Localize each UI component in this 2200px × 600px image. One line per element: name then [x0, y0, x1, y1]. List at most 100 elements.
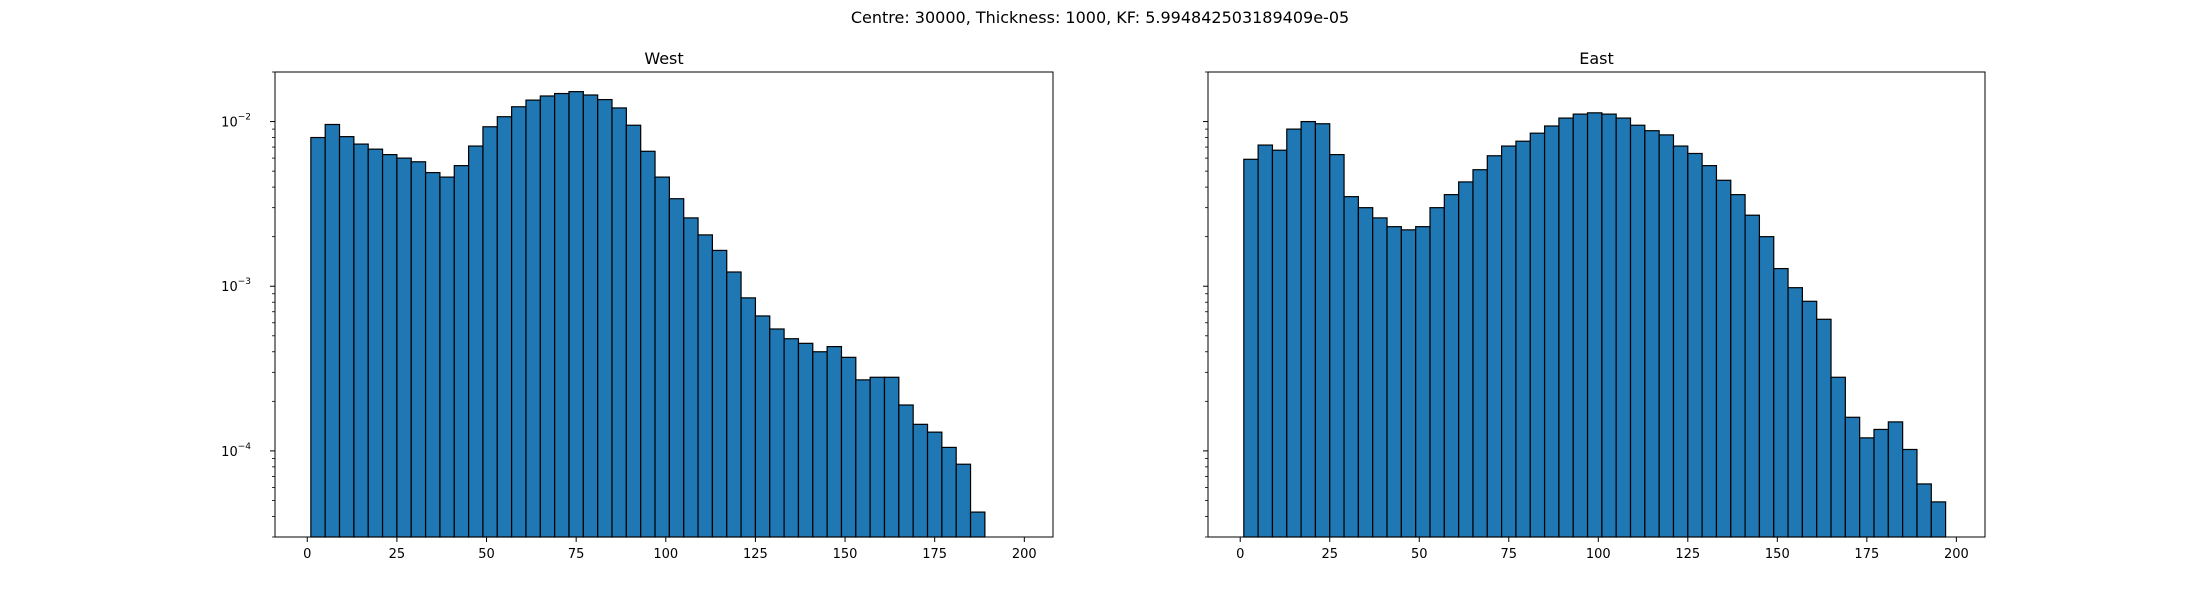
east-bar — [1429, 207, 1445, 538]
west-bar — [539, 95, 556, 538]
west-bar — [683, 217, 699, 538]
west-bar — [611, 107, 627, 538]
east-bar — [1744, 214, 1761, 538]
west-xtick-label: 200 — [1012, 547, 1037, 562]
east-bar — [1644, 130, 1660, 538]
west-bar — [754, 315, 771, 538]
west-xtick-label: 50 — [478, 547, 495, 562]
east-axes-frame — [1207, 71, 1986, 538]
east-bar — [1758, 236, 1775, 538]
east-bar — [1787, 287, 1803, 538]
east-title: East — [1579, 49, 1614, 68]
west-bar — [625, 124, 642, 538]
east-xtick-label: 200 — [1944, 547, 1969, 562]
east-bar — [1801, 300, 1818, 538]
east-bar — [1887, 421, 1904, 538]
east-bar — [1830, 376, 1846, 538]
west-bar — [941, 446, 957, 538]
east-xtick-label: 25 — [1321, 547, 1338, 562]
figure-suptitle: Centre: 30000, Thickness: 1000, KF: 5.99… — [851, 8, 1349, 27]
east-bar — [1672, 145, 1689, 538]
west-bar — [912, 423, 929, 538]
west-bar — [324, 123, 341, 538]
east-xtick-label: 175 — [1854, 547, 1879, 562]
west-bar — [482, 126, 498, 538]
west-bar — [926, 431, 943, 538]
west-title: West — [644, 49, 683, 68]
west-bar — [554, 92, 570, 538]
west-bar — [439, 176, 455, 538]
east-xtick-label: 125 — [1675, 547, 1700, 562]
east-bar — [1443, 194, 1460, 538]
west-bar — [597, 98, 613, 538]
west-xtick-label: 125 — [743, 547, 768, 562]
west-bar — [310, 136, 326, 538]
east-bar — [1415, 226, 1431, 538]
west-bar — [840, 356, 857, 538]
east-bar — [1343, 196, 1359, 538]
east-bar — [1687, 152, 1703, 538]
east-bar — [1615, 117, 1632, 538]
west-xtick-label: 25 — [389, 547, 406, 562]
east-bar — [1372, 217, 1388, 538]
east-bar — [1629, 124, 1646, 538]
west-bar — [883, 376, 900, 538]
west-bar — [410, 161, 427, 538]
west-xtick-label: 150 — [833, 547, 858, 562]
east-bar — [1859, 437, 1875, 538]
east-bar — [1400, 229, 1417, 538]
west-bar — [353, 143, 369, 538]
west-xtick-label: 75 — [568, 547, 585, 562]
east-bar — [1701, 165, 1718, 538]
east-bar — [1773, 267, 1789, 538]
east-bar — [1558, 117, 1574, 538]
west-ytick-label: 10−4 — [221, 442, 251, 460]
west-bar — [453, 165, 470, 538]
east-xtick-label: 0 — [1236, 547, 1244, 562]
east-bar — [1357, 207, 1374, 538]
west-xtick-label: 100 — [653, 547, 678, 562]
east-bar — [1472, 169, 1488, 538]
west-xtick-label: 0 — [303, 547, 311, 562]
west-xtick-label: 175 — [922, 547, 947, 562]
east-bar — [1501, 145, 1517, 538]
west-bar — [496, 116, 513, 538]
west-bar — [969, 511, 986, 538]
east-bar — [1329, 154, 1345, 538]
east-xtick-label: 150 — [1765, 547, 1790, 562]
east-bar — [1658, 134, 1675, 538]
west-bar — [468, 145, 484, 538]
east-xtick-label: 50 — [1411, 547, 1428, 562]
east-bar — [1300, 120, 1317, 538]
east-bar — [1902, 448, 1918, 538]
east-xtick-label: 75 — [1501, 547, 1518, 562]
west-bar — [338, 136, 355, 538]
west-bar — [525, 99, 541, 538]
east-bar — [1816, 318, 1832, 538]
west-bar — [797, 342, 814, 538]
east-bar — [1286, 128, 1302, 538]
east-bar — [1257, 144, 1274, 538]
west-bar — [898, 404, 914, 538]
west-bar — [640, 150, 656, 538]
east-bar — [1515, 140, 1531, 538]
east-bar — [1243, 158, 1259, 538]
east-bar — [1844, 416, 1861, 538]
west-bar — [711, 249, 728, 538]
panel-east: East 0 25 50 75 100 125 150 175 200 — [1203, 49, 1986, 562]
west-bar — [955, 463, 972, 538]
east-bar — [1715, 179, 1732, 538]
west-ytick-label: 10−3 — [221, 277, 251, 295]
west-bar — [726, 271, 742, 538]
west-bar — [568, 91, 584, 538]
east-bar — [1873, 428, 1889, 538]
west-ytick-label: 10−2 — [221, 113, 251, 131]
west-axes-frame — [274, 71, 1054, 538]
west-bar — [367, 148, 384, 538]
east-bar — [1572, 113, 1589, 538]
east-bar — [1916, 483, 1932, 538]
west-bar — [668, 198, 685, 538]
west-bar — [396, 157, 412, 538]
east-bar — [1601, 113, 1617, 538]
